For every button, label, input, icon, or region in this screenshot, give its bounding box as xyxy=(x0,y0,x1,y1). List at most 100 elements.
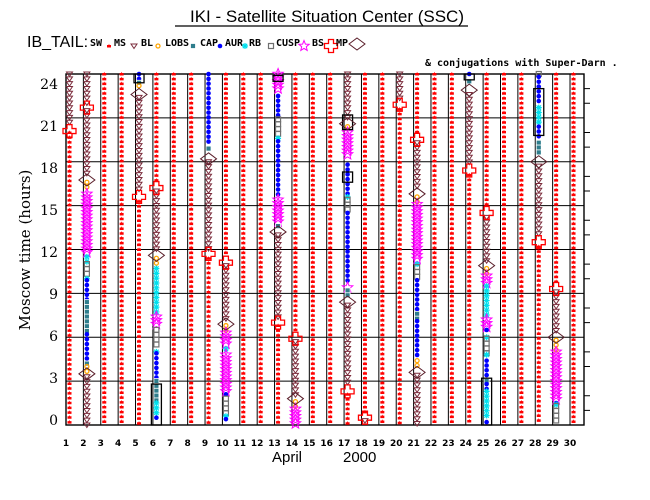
x-tick-label: 7 xyxy=(167,439,173,449)
mark-sw-day-23 xyxy=(449,288,454,293)
mark-sw-day-15 xyxy=(310,279,315,284)
mark-sw-day-1 xyxy=(67,313,72,318)
mark-cap-day-28 xyxy=(536,79,542,85)
mark-ms-day-6 xyxy=(152,212,161,219)
mark-sw-day-8 xyxy=(189,76,194,81)
mark-sw-day-22 xyxy=(432,139,437,144)
mark-sw-day-24 xyxy=(467,375,472,380)
mark-sw-day-18 xyxy=(362,274,367,279)
mark-cap-day-6 xyxy=(154,355,159,361)
mark-sw-day-24 xyxy=(467,192,472,196)
mark-sw-day-30 xyxy=(571,332,576,337)
mark-sw-day-10 xyxy=(223,221,228,226)
mark-sw-day-24 xyxy=(467,404,472,409)
mark-sw-day-29 xyxy=(554,192,559,197)
mark-sw-day-5 xyxy=(137,305,142,309)
mark-sw-day-19 xyxy=(380,173,385,177)
mark-sw-day-22 xyxy=(432,202,437,206)
mark-ms-day-24 xyxy=(465,106,474,113)
mark-sw-day-14 xyxy=(293,240,298,245)
legend-label-ms: MS xyxy=(114,38,126,49)
mark-sw-day-12 xyxy=(258,366,263,370)
mark-sw-day-8 xyxy=(189,303,194,308)
mark-sw-day-18 xyxy=(362,317,367,322)
mark-sw-day-23 xyxy=(449,76,454,81)
mark-sw-day-8 xyxy=(189,163,194,168)
mark-sw-day-30 xyxy=(571,134,576,139)
mark-sw-day-3 xyxy=(102,105,107,110)
mark-cap-day-17 xyxy=(345,239,350,245)
mark-sw-day-4 xyxy=(119,327,124,332)
mark-sw-day-7 xyxy=(171,231,176,235)
mark-sw-day-11 xyxy=(241,91,246,95)
mark-sw-day-30 xyxy=(571,139,576,144)
mark-sw-day-17 xyxy=(345,392,350,396)
mark-sw-day-28 xyxy=(536,340,541,345)
mark-sw-day-26 xyxy=(502,149,506,153)
mark-sw-day-15 xyxy=(310,192,315,197)
mark-sw-day-26 xyxy=(502,371,506,375)
mark-sw-day-25 xyxy=(484,86,489,90)
mark-sw-day-7 xyxy=(171,100,176,105)
mark-sw-day-16 xyxy=(328,158,333,163)
mark-sw-day-15 xyxy=(310,115,315,119)
mark-aur-day-6 xyxy=(153,304,160,311)
mark-sw-day-23 xyxy=(449,71,454,76)
mark-sw-day-29 xyxy=(554,274,559,279)
mark-ms-day-21 xyxy=(413,159,422,166)
mark-ms-day-29 xyxy=(552,289,561,296)
mark-sw-day-11 xyxy=(241,255,246,259)
mark-sw-day-1 xyxy=(67,149,72,154)
mark-sw-day-12 xyxy=(258,395,263,399)
mark-sw-day-20 xyxy=(397,357,402,362)
mark-cap-day-21 xyxy=(414,347,420,353)
mark-cap-day-9 xyxy=(206,71,211,77)
mark-ms-day-17 xyxy=(343,321,352,328)
bow-shock-crossing-marker xyxy=(479,205,494,221)
legend-star-icon xyxy=(297,39,311,52)
mark-ms-day-24 xyxy=(465,111,474,118)
mark-sw-day-1 xyxy=(67,178,72,183)
mark-sw-day-22 xyxy=(432,414,437,419)
mark-sw-day-20 xyxy=(397,174,402,179)
mark-sw-day-7 xyxy=(171,226,176,230)
mark-ms-day-2 xyxy=(82,393,91,400)
mark-sw-day-15 xyxy=(310,322,315,327)
mark-sw-day-22 xyxy=(432,284,437,288)
mark-sw-day-4 xyxy=(119,202,124,206)
mark-sw-day-5 xyxy=(137,218,142,223)
mark-sw-day-8 xyxy=(189,211,194,216)
mark-ms-day-21 xyxy=(413,178,422,185)
mark-sw-day-23 xyxy=(449,226,454,230)
magnetopause-crossing-marker xyxy=(286,392,305,406)
mark-sw-day-5 xyxy=(137,256,142,261)
mark-cap-day-21 xyxy=(414,297,420,302)
mark-sw-day-18 xyxy=(362,385,367,390)
mark-sw-day-19 xyxy=(380,226,385,230)
mark-sw-day-3 xyxy=(102,168,107,173)
bow-shock-crossing-marker xyxy=(531,235,546,250)
mark-sw-day-7 xyxy=(171,129,176,134)
mark-sw-day-1 xyxy=(67,164,72,168)
mark-sw-day-9 xyxy=(206,352,211,357)
mark-sw-day-8 xyxy=(189,240,194,245)
mark-sw-day-4 xyxy=(119,298,124,303)
mark-aur-day-25 xyxy=(483,302,490,309)
mark-sw-day-19 xyxy=(380,371,385,375)
mark-sw-day-5 xyxy=(137,363,142,367)
mark-ms-day-24 xyxy=(465,149,474,156)
mark-sw-day-11 xyxy=(241,356,246,361)
mark-sw-day-19 xyxy=(380,317,385,322)
mark-sw-day-19 xyxy=(380,206,385,211)
mark-sw-day-29 xyxy=(554,120,559,124)
mark-sw-day-9 xyxy=(206,391,211,395)
mark-sw-day-11 xyxy=(241,385,246,390)
mark-sw-day-10 xyxy=(223,240,228,245)
mark-sw-day-27 xyxy=(519,380,524,385)
mark-sw-day-28 xyxy=(536,393,541,398)
mark-sw-day-16 xyxy=(328,375,333,380)
mark-cap-day-10 xyxy=(223,391,229,397)
mark-sw-day-14 xyxy=(293,158,298,163)
mark-cap-day-17 xyxy=(345,210,350,216)
mark-sw-day-12 xyxy=(258,144,263,148)
